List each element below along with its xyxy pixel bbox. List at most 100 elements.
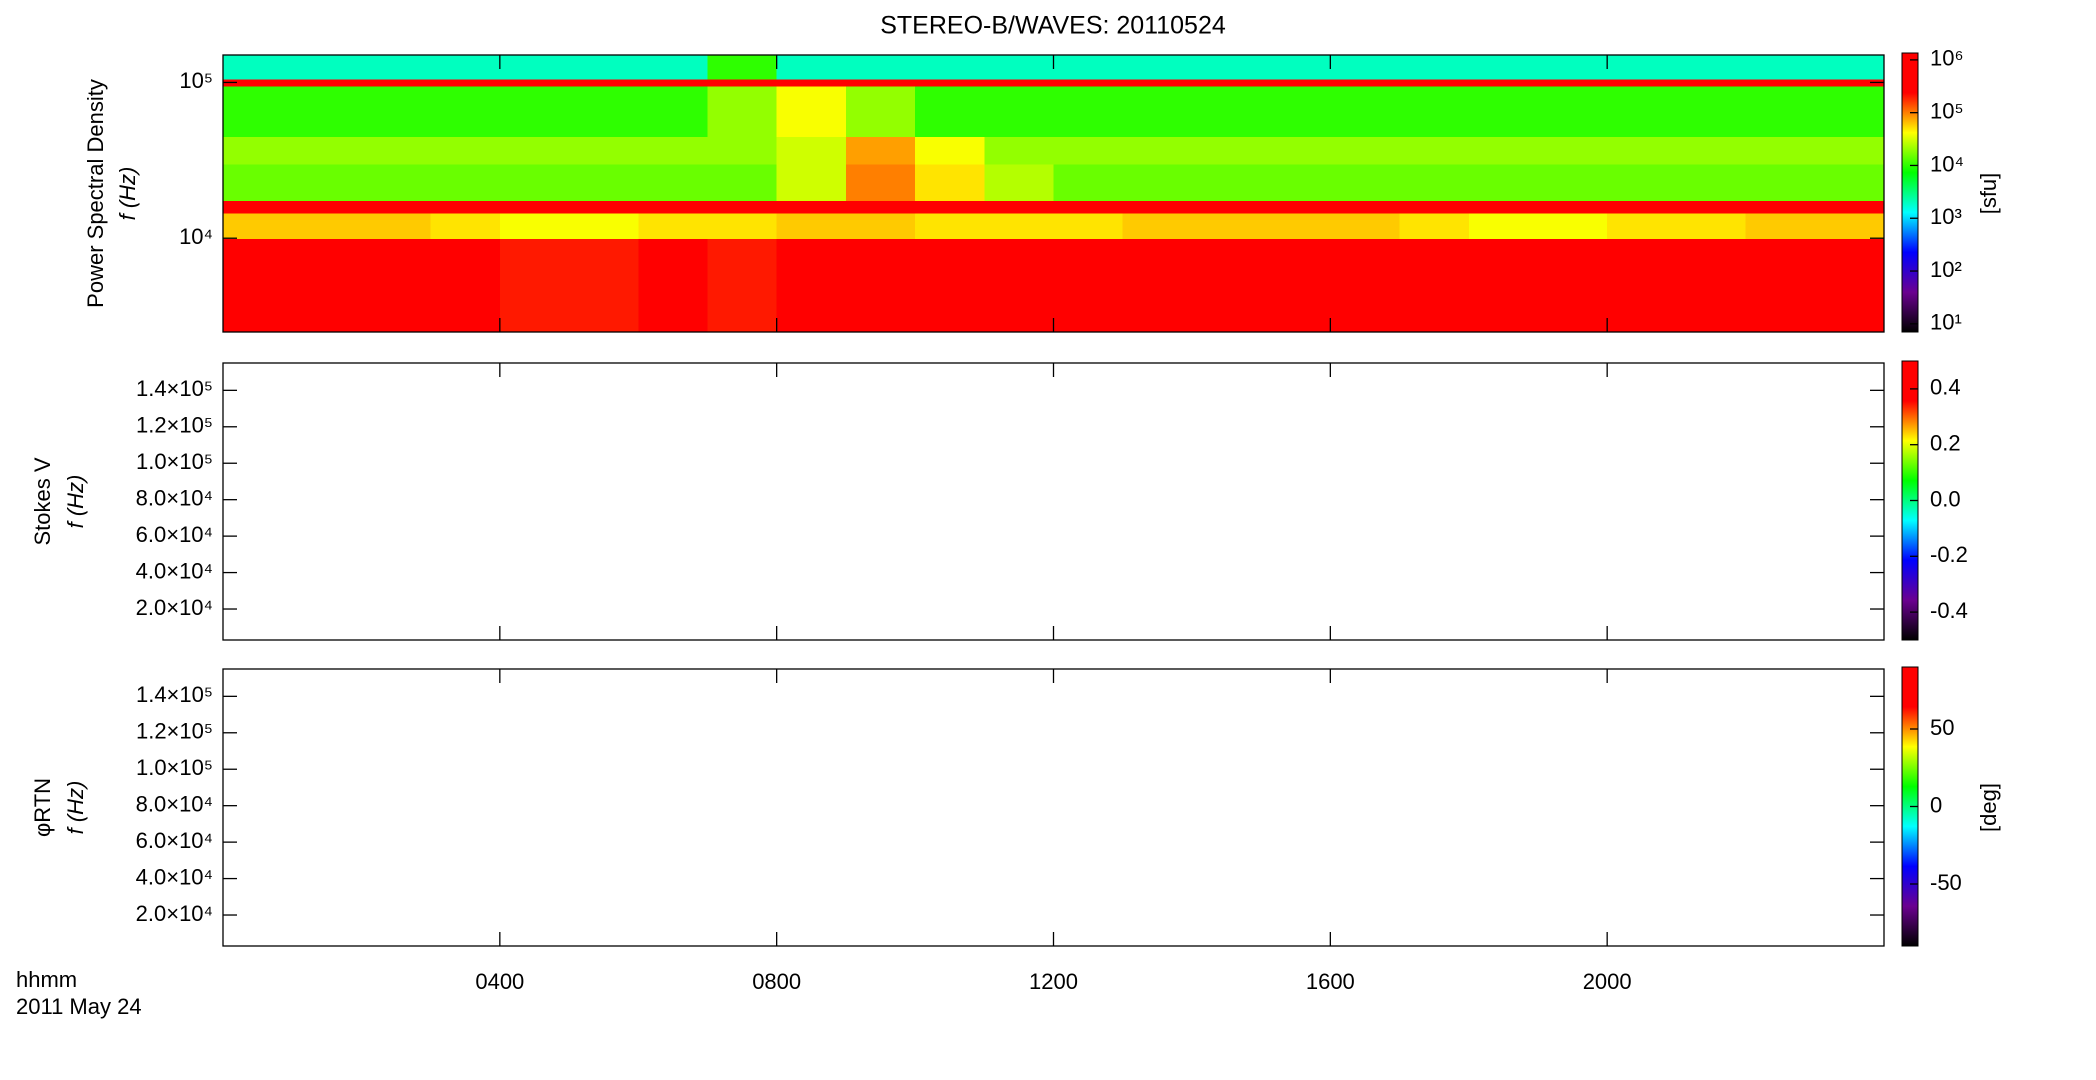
y-axis-label: f (Hz) <box>63 475 88 529</box>
heat-cell <box>1399 163 1470 201</box>
heat-cell <box>1399 200 1470 214</box>
heat-cell <box>223 213 293 239</box>
heat-cell <box>1053 163 1124 201</box>
colorbar-label: [deg] <box>1976 783 2001 832</box>
heat-cell <box>1191 213 1262 239</box>
heat-cell <box>1261 163 1331 201</box>
heatmap <box>223 55 1885 333</box>
heat-cell <box>1122 79 1193 87</box>
heat-cell <box>707 200 778 214</box>
heat-cell <box>499 163 570 201</box>
date-label: 2011 May 24 <box>16 994 142 1019</box>
colorbar-tick-label: 0.4 <box>1930 375 1961 400</box>
heat-cell <box>1468 79 1539 87</box>
colorbar-tick-label: -50 <box>1930 870 1962 895</box>
heat-cell <box>292 238 363 333</box>
heat-cell <box>1053 85 1124 138</box>
y-axis-label: f (Hz) <box>63 781 88 835</box>
heat-cell <box>1814 79 1885 87</box>
heat-cell <box>638 200 709 214</box>
heat-cell <box>915 163 985 201</box>
heat-cell <box>499 200 570 214</box>
heat-cell <box>361 79 432 87</box>
y-tick-label: 8.0×10⁴ <box>136 791 213 816</box>
heat-cell <box>638 136 709 165</box>
heat-cell <box>776 200 847 214</box>
y-axis-label: Power Spectral Density <box>83 79 108 308</box>
heat-cell <box>569 238 639 333</box>
heat-cell <box>1745 136 1816 165</box>
heat-cell <box>915 55 985 80</box>
x-tick-label: 1200 <box>1029 969 1078 994</box>
x-tick-label: 0400 <box>475 969 524 994</box>
heat-cell <box>569 200 639 214</box>
heat-cell <box>776 79 847 87</box>
chart-title: STEREO-B/WAVES: 20110524 <box>880 12 1226 40</box>
heat-cell <box>984 55 1055 80</box>
heat-cell <box>1399 238 1470 333</box>
heat-cell <box>223 136 293 165</box>
heat-cell <box>845 79 916 87</box>
heat-cell <box>361 136 432 165</box>
heat-cell <box>1261 200 1331 214</box>
heat-cell <box>1122 238 1193 333</box>
heat-cell <box>1537 200 1608 214</box>
heat-cell <box>984 163 1055 201</box>
heat-cell <box>1191 79 1262 87</box>
heat-cell <box>984 200 1055 214</box>
heat-cell <box>1814 200 1885 214</box>
heat-cell <box>638 213 709 239</box>
heat-cell <box>776 136 847 165</box>
heat-cell <box>1191 55 1262 80</box>
heat-cell <box>1122 163 1193 201</box>
heat-cell <box>1607 238 1677 333</box>
heat-cell <box>1676 79 1747 87</box>
y-tick-label: 10⁴ <box>179 224 213 249</box>
heat-cell <box>1607 79 1677 87</box>
heat-cell <box>1330 163 1401 201</box>
heat-cell <box>707 213 778 239</box>
heat-cell <box>1468 136 1539 165</box>
heat-cell <box>1814 213 1885 239</box>
heat-cell <box>292 55 363 80</box>
heat-cell <box>1122 85 1193 138</box>
heat-cell <box>1330 85 1401 138</box>
heat-cell <box>569 79 639 87</box>
heat-cell <box>776 85 847 138</box>
heat-cell <box>223 55 293 80</box>
heat-cell <box>845 200 916 214</box>
heat-cell <box>707 85 778 138</box>
x-tick-label: 2000 <box>1583 969 1632 994</box>
heat-cell <box>845 238 916 333</box>
heat-cell <box>1745 213 1816 239</box>
heat-cell <box>499 79 570 87</box>
heat-cell <box>1122 136 1193 165</box>
heat-cell <box>1122 55 1193 80</box>
heat-cell <box>1745 163 1816 201</box>
colorbar-tick-label: 50 <box>1930 715 1954 740</box>
heat-cell <box>1261 213 1331 239</box>
y-tick-label: 1.0×10⁵ <box>136 755 213 780</box>
x-tick-label: 1600 <box>1306 969 1355 994</box>
heat-cell <box>1676 238 1747 333</box>
heat-cell <box>1330 238 1401 333</box>
heat-cell <box>1676 136 1747 165</box>
heat-cell <box>707 136 778 165</box>
heat-cell <box>707 55 778 80</box>
y-tick-label: 1.2×10⁵ <box>136 719 213 744</box>
heat-cell <box>223 200 293 214</box>
heat-cell <box>1468 85 1539 138</box>
heat-cell <box>1053 200 1124 214</box>
heat-cell <box>1330 79 1401 87</box>
heat-cell <box>776 163 847 201</box>
colorbar-tick-label: -0.4 <box>1930 598 1968 623</box>
heat-cell <box>430 200 501 214</box>
heat-cell <box>1607 200 1677 214</box>
colorbar-tick-label: -0.2 <box>1930 542 1968 567</box>
heat-cell <box>499 213 570 239</box>
heat-cell <box>1745 55 1816 80</box>
heat-cell <box>1607 85 1677 138</box>
heat-cell <box>915 238 985 333</box>
heat-cell <box>1399 136 1470 165</box>
y-tick-label: 1.4×10⁵ <box>136 682 213 707</box>
